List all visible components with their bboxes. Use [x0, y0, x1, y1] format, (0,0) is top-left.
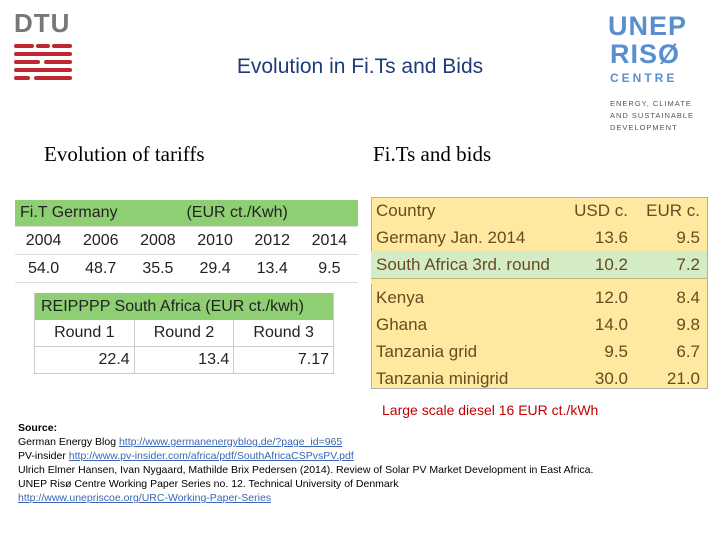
- value-cell: 54.0: [15, 254, 73, 283]
- dtu-logo-bar: [34, 76, 72, 80]
- country-cell: Ghana: [376, 314, 428, 334]
- bids-table-background: [371, 197, 708, 389]
- round-cell: Round 3: [233, 320, 334, 347]
- usd-cell: 14.0: [594, 314, 628, 334]
- country-cell: Germany Jan. 2014: [376, 227, 526, 247]
- dtu-logo-bar: [14, 52, 72, 56]
- source-line: German Energy Blog http://www.germanener…: [18, 435, 593, 449]
- unep-riso-logo: UNEP RISØ CENTRE ENERGY, CLIMATE AND SUS…: [608, 12, 708, 137]
- eur-cell: 8.4: [676, 287, 700, 307]
- reipppp-table: REIPPPP South Africa (EUR ct./kwh) Round…: [34, 293, 334, 374]
- source-line: Ulrich Elmer Hansen, Ivan Nygaard, Mathi…: [18, 464, 594, 476]
- dtu-logo-bar: [14, 68, 72, 72]
- country-cell: South Africa 3rd. round: [371, 251, 553, 279]
- eur-cell: 21.0: [666, 368, 700, 388]
- year-cell: 2004: [15, 226, 73, 255]
- country-cell: Tanzania grid: [376, 341, 478, 361]
- year-cell: 2014: [300, 226, 358, 255]
- table-row: 54.0 48.7 35.5 29.4 13.4 9.5: [15, 254, 358, 283]
- fit-table-title: Fi.T Germany: [15, 200, 187, 227]
- dtu-logo-bar: [52, 44, 72, 48]
- round-cell: Round 2: [133, 320, 235, 347]
- reipppp-table-title: REIPPPP South Africa (EUR ct./kwh): [34, 293, 334, 320]
- unep-logo-line3: CENTRE: [610, 71, 678, 85]
- bids-table: Country USD c. EUR c. Germany Jan. 2014 …: [371, 197, 707, 392]
- usd-cell: 12.0: [594, 287, 628, 307]
- eur-cell: 6.7: [676, 341, 700, 361]
- year-cell: 2010: [186, 226, 244, 255]
- value-cell: 13.4: [243, 254, 301, 283]
- value-cell: 13.4: [133, 346, 235, 374]
- unep-logo-tagline-2: AND SUSTAINABLE: [610, 111, 695, 120]
- table-row: 22.4 13.4 7.17: [34, 346, 334, 374]
- country-cell: Kenya: [376, 287, 425, 307]
- dtu-logo-text: DTU: [14, 8, 71, 38]
- value-cell: 9.5: [300, 254, 358, 283]
- source-text: German Energy Blog: [18, 436, 119, 448]
- source-line: http://www.unepriscoe.org/URC-Working-Pa…: [18, 491, 593, 505]
- value-cell: 48.7: [72, 254, 130, 283]
- year-cell: 2006: [72, 226, 130, 255]
- dtu-logo-bar: [14, 44, 34, 48]
- round-cell: Round 1: [34, 320, 135, 347]
- unep-logo-line2: RISØ: [610, 39, 681, 69]
- value-cell: 22.4: [34, 346, 135, 374]
- source-line: PV-insider http://www.pv-insider.com/afr…: [18, 449, 593, 463]
- source-link[interactable]: http://www.pv-insider.com/africa/pdf/Sou…: [68, 450, 354, 462]
- usd-cell: 9.5: [604, 341, 628, 361]
- value-cell: 35.5: [129, 254, 187, 283]
- fit-germany-table: Fi.T Germany (EUR ct./Kwh) 2004 2006 200…: [15, 200, 358, 283]
- usd-cell: 10.2: [553, 251, 635, 279]
- usd-cell: 30.0: [594, 368, 628, 388]
- table-row: Round 1 Round 2 Round 3: [34, 320, 334, 347]
- diesel-note: Large scale diesel 16 EUR ct./kWh: [382, 402, 599, 418]
- year-cell: 2012: [243, 226, 301, 255]
- source-label: Source:: [18, 422, 58, 434]
- table-row: South Africa 3rd. round 10.2 7.2: [371, 251, 707, 279]
- dtu-logo-bar: [14, 76, 30, 80]
- country-cell: Tanzania minigrid: [376, 368, 509, 388]
- value-cell: 7.17: [233, 346, 334, 374]
- eur-cell: 9.5: [676, 227, 700, 247]
- dtu-logo-bar: [14, 60, 40, 64]
- table-header-row: Country USD c. EUR c.: [371, 197, 707, 224]
- unep-logo-tagline-3: DEVELOPMENT: [610, 123, 678, 132]
- table-row: Tanzania minigrid 30.0 21.0: [371, 365, 707, 392]
- header-cell: Country: [376, 200, 436, 220]
- header-cell: EUR c.: [646, 200, 700, 220]
- source-link[interactable]: http://www.unepriscoe.org/URC-Working-Pa…: [18, 492, 272, 504]
- bids-heading: Fi.Ts and bids: [373, 142, 492, 166]
- source-text: PV-insider: [18, 450, 69, 462]
- header-cell: USD c.: [574, 200, 628, 220]
- table-row: Kenya 12.0 8.4: [371, 284, 707, 311]
- table-header-row: Fi.T Germany (EUR ct./Kwh): [15, 200, 358, 227]
- table-header-row: REIPPPP South Africa (EUR ct./kwh): [34, 293, 334, 320]
- table-divider: [371, 278, 707, 284]
- dtu-logo-bar: [36, 44, 50, 48]
- eur-cell: 7.2: [635, 251, 707, 279]
- source-block: Source: German Energy Blog http://www.ge…: [18, 421, 593, 505]
- source-link[interactable]: http://www.germanenergyblog.de/?page_id=…: [118, 436, 343, 448]
- table-row: Germany Jan. 2014 13.6 9.5: [371, 224, 707, 251]
- dtu-logo: DTU: [14, 8, 74, 80]
- source-line: UNEP Risø Centre Working Paper Series no…: [18, 478, 399, 490]
- dtu-logo-bar: [44, 60, 72, 64]
- table-row: Tanzania grid 9.5 6.7: [371, 338, 707, 365]
- year-cell: 2008: [129, 226, 187, 255]
- page-title: Evolution in Fi.Ts and Bids: [236, 55, 484, 78]
- eur-cell: 9.8: [676, 314, 700, 334]
- table-row: 2004 2006 2008 2010 2012 2014: [15, 226, 358, 255]
- fit-table-unit: (EUR ct./Kwh): [186, 200, 358, 227]
- usd-cell: 13.6: [594, 227, 628, 247]
- unep-logo-line1: UNEP: [608, 11, 688, 41]
- tariffs-heading: Evolution of tariffs: [44, 142, 205, 166]
- unep-logo-tagline-1: ENERGY, CLIMATE: [610, 99, 692, 108]
- value-cell: 29.4: [186, 254, 244, 283]
- table-row: Ghana 14.0 9.8: [371, 311, 707, 338]
